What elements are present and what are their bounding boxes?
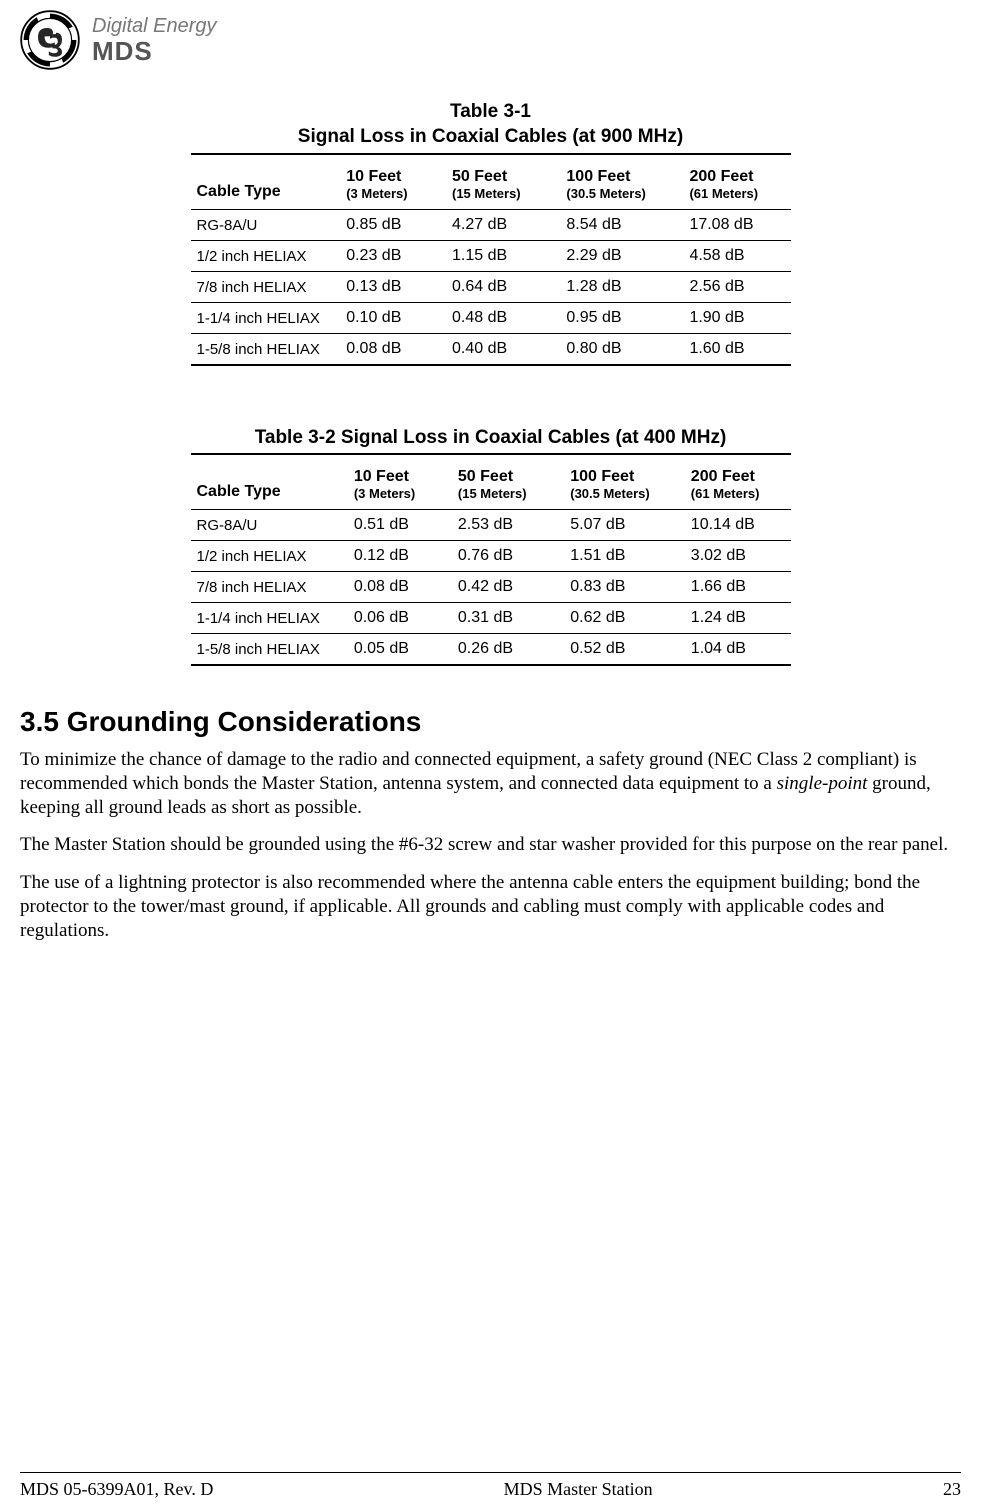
paragraph-1: To minimize the chance of damage to the … (20, 748, 961, 819)
table1-title-line1: Table 3-1 (450, 101, 531, 122)
table2-title: Table 3-2 Signal Loss in Coaxial Cables … (255, 427, 727, 448)
t1-col-200: 200 Feet(61 Meters) (683, 154, 790, 210)
footer-left: MDS 05-6399A01, Rev. D (20, 1479, 213, 1500)
table-row: 1-1/4 inch HELIAX 0.06 dB 0.31 dB 0.62 d… (191, 603, 791, 634)
t1-col-100: 100 Feet(30.5 Meters) (560, 154, 683, 210)
footer-right: 23 (943, 1479, 961, 1500)
table-row: 7/8 inch HELIAX 0.08 dB 0.42 dB 0.83 dB … (191, 572, 791, 603)
t1-col-type: Cable Type (191, 154, 341, 210)
brand-top-text: Digital Energy (92, 15, 217, 37)
t2-col-10: 10 Feet(3 Meters) (348, 455, 452, 510)
footer-center: MDS Master Station (504, 1479, 653, 1500)
table-row: 1-5/8 inch HELIAX 0.05 dB 0.26 dB 0.52 d… (191, 634, 791, 666)
page-footer: MDS 05-6399A01, Rev. D MDS Master Statio… (20, 1472, 961, 1500)
section-heading: 3.5 Grounding Considerations (20, 706, 961, 738)
t1-col-10: 10 Feet(3 Meters) (340, 154, 446, 210)
brand-bottom-text: MDS (92, 37, 217, 66)
table-3-2: Table 3-2 Signal Loss in Coaxial Cables … (191, 426, 791, 666)
page-header: Digital Energy MDS (20, 10, 961, 70)
table-row: 1/2 inch HELIAX 0.23 dB 1.15 dB 2.29 dB … (191, 241, 791, 272)
t2-col-200: 200 Feet(61 Meters) (685, 455, 791, 510)
table1-title-line2: Signal Loss in Coaxial Cables (at 900 MH… (298, 126, 683, 147)
paragraph-2: The Master Station should be grounded us… (20, 833, 961, 857)
table-row: RG-8A/U 0.85 dB 4.27 dB 8.54 dB 17.08 dB (191, 210, 791, 241)
t2-col-100: 100 Feet(30.5 Meters) (564, 455, 685, 510)
table-3-1: Table 3-1 Signal Loss in Coaxial Cables … (191, 100, 791, 366)
table-row: 7/8 inch HELIAX 0.13 dB 0.64 dB 1.28 dB … (191, 272, 791, 303)
t1-col-50: 50 Feet(15 Meters) (446, 154, 560, 210)
paragraph-3: The use of a lightning protector is also… (20, 871, 961, 942)
t2-col-type: Cable Type (191, 455, 348, 510)
ge-logo-icon (20, 10, 80, 70)
table-row: 1-5/8 inch HELIAX 0.08 dB 0.40 dB 0.80 d… (191, 334, 791, 366)
t2-col-50: 50 Feet(15 Meters) (452, 455, 564, 510)
table-row: RG-8A/U 0.51 dB 2.53 dB 5.07 dB 10.14 dB (191, 510, 791, 541)
table-row: 1/2 inch HELIAX 0.12 dB 0.76 dB 1.51 dB … (191, 541, 791, 572)
table-row: 1-1/4 inch HELIAX 0.10 dB 0.48 dB 0.95 d… (191, 303, 791, 334)
